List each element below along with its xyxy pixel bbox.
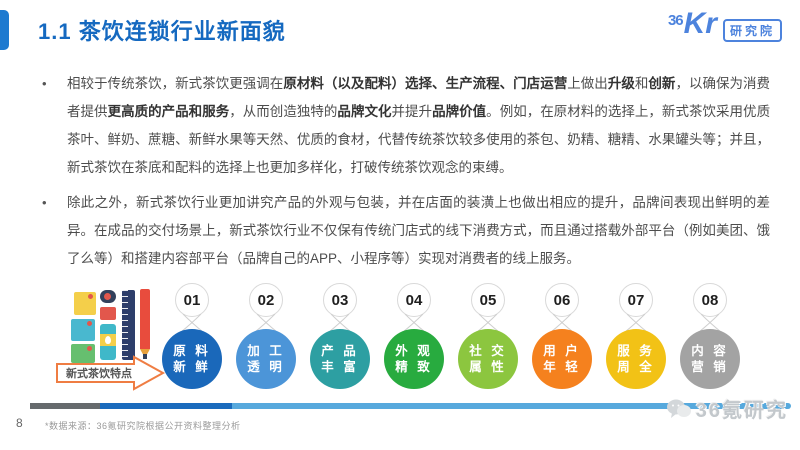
- bullet-text-segment: 品牌价值: [432, 104, 487, 119]
- bullet-text-segment: 更高质的产品和服务: [107, 104, 230, 119]
- feature-circle: 外 观精 致: [384, 329, 444, 389]
- pin-dot: [88, 294, 93, 299]
- feature-circle: 内 容营 销: [680, 329, 740, 389]
- feature-label-line2: 年 轻: [543, 360, 581, 374]
- pencil-tip: [140, 349, 150, 358]
- feature-number: 02: [249, 283, 283, 317]
- bullet-text-segment: 品牌文化: [337, 104, 392, 119]
- feature-circle: 服 务周 全: [606, 329, 666, 389]
- bullet-marker: •: [42, 76, 47, 91]
- feature-circle: 原 料新 鲜: [162, 329, 222, 389]
- bullet-text-segment: 。例如，在原材料的选择上，新式茶饮采用优质茶叶、鲜奶、蔗糖、新鲜水果等天然、优质…: [67, 104, 771, 175]
- bullet-marker: •: [42, 195, 47, 210]
- feature-label-line1: 内 容: [691, 344, 729, 358]
- feature-item-03: 03 产 品丰 富: [303, 283, 377, 389]
- capsule-dot: [104, 293, 111, 300]
- bullet-text-segment: ，从而创造独特的: [229, 104, 338, 119]
- bullet-text-segment: 并提升: [391, 104, 433, 119]
- pin-dot: [87, 346, 92, 351]
- bullet-paragraph: • 除此之外，新式茶饮行业更加讲究产品的外观与包装，并在店面的装潢上也做出相应的提…: [40, 189, 770, 273]
- feature-number: 01: [175, 283, 209, 317]
- bullet-text-segment: 除此之外，新式茶饮行业更加讲究产品的外观与包装，并在店面的装潢上也做出相应的提升…: [67, 195, 770, 266]
- arrow-label: 新式茶饮特点: [56, 355, 166, 391]
- eraser-shape: [100, 307, 116, 320]
- feature-item-07: 07 服 务周 全: [599, 283, 673, 389]
- bullet-text-segment: ，以确保为消费者提供: [67, 76, 771, 119]
- page-number: 8: [16, 416, 23, 430]
- title-accent-bar: [0, 10, 9, 50]
- feature-circle: 加 工透 明: [236, 329, 296, 389]
- glue-drop: [105, 336, 111, 344]
- bullet-text-segment: 上做出: [567, 76, 608, 91]
- feature-number: 06: [545, 283, 579, 317]
- feature-label-line2: 周 全: [617, 360, 655, 374]
- pencil-lead: [143, 354, 147, 359]
- sticky-note-green: [71, 344, 95, 363]
- logo-kr: Kr: [683, 7, 717, 40]
- feature-label-line1: 外 观: [395, 344, 433, 358]
- bullet-list: • 相较于传统茶饮，新式茶饮更强调在原材料（以及配料）选择、生产流程、门店运营上做…: [40, 70, 770, 280]
- sticky-note-yellow: [74, 292, 96, 315]
- stationery-illustration: [60, 288, 155, 364]
- logo-badge: 研究院: [722, 19, 782, 42]
- bullet-paragraph: • 相较于传统茶饮，新式茶饮更强调在原材料（以及配料）选择、生产流程、门店运营上做…: [40, 70, 770, 182]
- ruler-shape: [122, 290, 135, 360]
- feature-label-line1: 原 料: [173, 344, 211, 358]
- watermark-text: 36氪研究: [695, 400, 788, 422]
- bullet-text-segment: 相较于传统茶饮，新式茶饮更强调在: [67, 76, 284, 91]
- feature-label-line2: 精 致: [395, 360, 433, 374]
- feature-number: 08: [693, 283, 727, 317]
- feature-columns: 01 原 料新 鲜 02 加 工透 明 03 产 品丰 富 04 外 观精 致 05 社 交属 性…: [155, 283, 747, 389]
- progress-seg-blue: [100, 403, 232, 409]
- arrow-label-text: 新式茶饮特点: [66, 368, 132, 380]
- feature-label-line1: 社 交: [469, 344, 507, 358]
- feature-number: 03: [323, 283, 357, 317]
- wechat-icon: [666, 399, 691, 418]
- feature-item-04: 04 外 观精 致: [377, 283, 451, 389]
- progress-seg-light: [232, 403, 791, 409]
- feature-label-line2: 新 鲜: [173, 360, 211, 374]
- watermark: 36氪研究: [666, 394, 788, 423]
- feature-label-line2: 营 销: [691, 360, 729, 374]
- feature-number: 07: [619, 283, 653, 317]
- progress-seg-dark: [30, 403, 100, 409]
- logo-36kr: 36 Kr 研究院: [667, 7, 782, 42]
- feature-label-line1: 加 工: [247, 344, 285, 358]
- data-source-note: *数据来源：36氪研究院根据公开资料整理分析: [45, 421, 241, 431]
- feature-label-line2: 透 明: [247, 360, 285, 374]
- feature-number: 04: [397, 283, 431, 317]
- progress-bar: [30, 403, 791, 409]
- feature-label-line1: 服 务: [617, 344, 655, 358]
- bullet-text-segment: 升级: [607, 76, 635, 91]
- bullet-text-segment: 和: [634, 76, 649, 91]
- bullet-text-segment: 创新: [648, 76, 676, 91]
- bullet-text-segment: 原材料（以及配料）选择、生产流程、门店运营: [283, 76, 568, 91]
- feature-circle: 用 户年 轻: [532, 329, 592, 389]
- feature-item-02: 02 加 工透 明: [229, 283, 303, 389]
- feature-label-line2: 丰 富: [321, 360, 359, 374]
- pin-dot: [87, 321, 92, 326]
- feature-item-05: 05 社 交属 性: [451, 283, 525, 389]
- arrow-shape: [56, 355, 166, 391]
- sticky-note-teal: [71, 319, 95, 341]
- feature-label-line1: 产 品: [321, 344, 359, 358]
- feature-item-08: 08 内 容营 销: [673, 283, 747, 389]
- pencil-shape: [140, 289, 150, 349]
- feature-label-line1: 用 户: [543, 344, 581, 358]
- feature-label-line2: 属 性: [469, 360, 507, 374]
- page-title: 1.1 茶饮连锁行业新面貌: [38, 19, 286, 44]
- logo-36: 36: [667, 12, 684, 29]
- feature-number: 05: [471, 283, 505, 317]
- feature-circle: 社 交属 性: [458, 329, 518, 389]
- feature-item-06: 06 用 户年 轻: [525, 283, 599, 389]
- feature-circle: 产 品丰 富: [310, 329, 370, 389]
- feature-item-01: 01 原 料新 鲜: [155, 283, 229, 389]
